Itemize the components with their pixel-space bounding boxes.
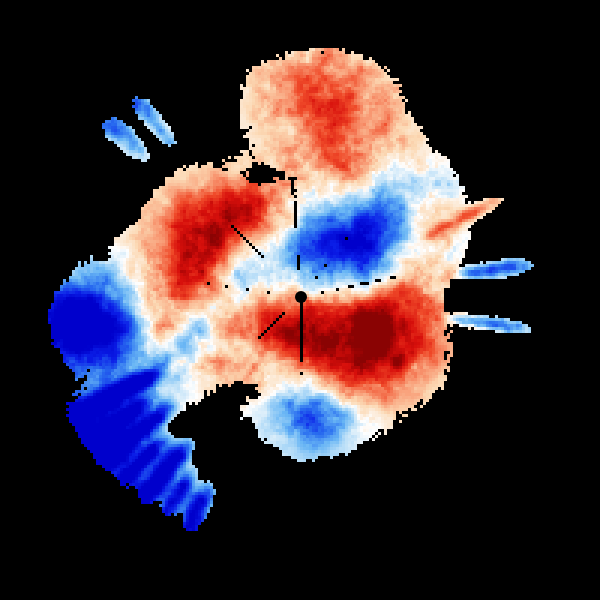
radar-velocity-display (0, 0, 600, 600)
radar-velocity-raster (0, 0, 600, 600)
